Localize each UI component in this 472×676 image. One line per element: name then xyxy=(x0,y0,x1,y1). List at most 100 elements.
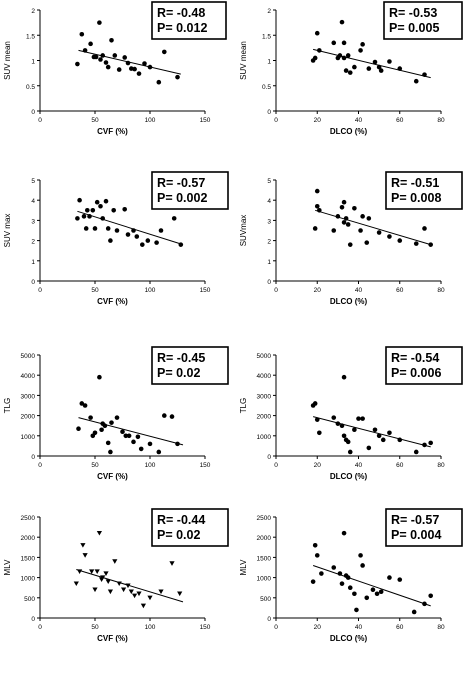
data-point xyxy=(413,241,419,246)
data-point xyxy=(339,423,345,429)
data-point xyxy=(169,561,175,566)
y-axis-label: TLG xyxy=(3,398,12,414)
scatter-panel: 0 500 1000 1500 2000 2500 0 20 40 60 80 DLCO (%) MLV… xyxy=(239,508,463,643)
data-point xyxy=(335,421,341,426)
data-point xyxy=(358,48,363,53)
data-point xyxy=(312,226,318,231)
data-point xyxy=(126,433,132,439)
p-value-label: P= 0.02 xyxy=(157,528,200,542)
data-point xyxy=(89,569,95,574)
data-point xyxy=(360,416,365,421)
data-point xyxy=(372,427,378,433)
data-point xyxy=(343,68,349,73)
x-tick-label: 60 xyxy=(396,117,404,124)
data-point xyxy=(177,591,183,597)
data-point xyxy=(366,66,372,71)
x-tick-label: 50 xyxy=(91,287,99,294)
x-tick-label: 50 xyxy=(91,117,99,124)
stats-box xyxy=(385,346,463,385)
data-point xyxy=(341,433,347,439)
data-point xyxy=(134,234,140,239)
data-point xyxy=(100,575,106,580)
stats-box xyxy=(385,171,463,210)
data-point xyxy=(136,591,142,597)
y-tick-label: 4 xyxy=(31,198,35,205)
r-value-label: R= -0.44 xyxy=(157,513,205,527)
data-point xyxy=(341,55,347,61)
data-point xyxy=(82,403,88,408)
x-tick-label: 40 xyxy=(355,287,363,294)
x-axis-label: CVF (%) xyxy=(97,297,128,306)
data-point xyxy=(102,423,108,429)
y-tick-label: 3000 xyxy=(257,393,272,400)
data-point xyxy=(354,607,359,613)
data-point xyxy=(73,581,79,587)
data-point xyxy=(360,42,365,47)
y-tick-label: 2000 xyxy=(21,535,36,542)
data-point xyxy=(154,240,159,245)
scatter-panel: 0 1000 2000 3000 4000 5000 0 50 100 150 CVF (%) TLG… xyxy=(3,346,229,481)
x-tick-label: 150 xyxy=(200,624,211,631)
x-tick-label: 0 xyxy=(274,117,278,124)
data-point xyxy=(158,228,164,233)
x-tick-label: 20 xyxy=(314,462,322,469)
x-tick-label: 40 xyxy=(355,462,363,469)
data-point xyxy=(114,415,120,420)
data-point xyxy=(96,530,102,536)
y-tick-label: 4 xyxy=(267,198,271,205)
data-point xyxy=(120,429,125,435)
data-point xyxy=(82,553,88,558)
data-point xyxy=(98,57,103,62)
stats-box xyxy=(151,1,227,40)
data-point xyxy=(125,232,131,237)
data-point xyxy=(131,439,136,445)
y-tick-label: 0 xyxy=(31,279,35,286)
data-point xyxy=(87,214,92,219)
x-tick-label: 50 xyxy=(91,624,99,631)
data-point xyxy=(111,208,116,213)
y-tick-label: 0 xyxy=(267,616,271,623)
y-tick-label: 5 xyxy=(31,178,35,185)
data-point xyxy=(162,49,167,55)
x-axis-label: DLCO (%) xyxy=(330,127,368,136)
data-point xyxy=(387,59,392,64)
y-tick-label: 1500 xyxy=(257,555,272,562)
stats-box xyxy=(151,171,229,210)
data-point xyxy=(428,440,433,446)
data-point xyxy=(147,64,153,70)
y-tick-label: 1.5 xyxy=(26,33,35,40)
data-point xyxy=(99,427,104,433)
x-tick-label: 80 xyxy=(437,117,445,124)
data-point xyxy=(77,197,82,203)
trend-line xyxy=(76,569,184,603)
trend-line xyxy=(312,565,431,607)
y-tick-label: 0 xyxy=(31,616,35,623)
data-point xyxy=(339,19,345,25)
trend-line xyxy=(313,48,431,79)
data-point xyxy=(339,204,345,210)
x-tick-label: 0 xyxy=(274,624,278,631)
data-point xyxy=(413,449,419,455)
data-point xyxy=(366,216,372,221)
y-axis-label: SUV max xyxy=(3,214,12,248)
data-point xyxy=(341,220,347,225)
trend-line xyxy=(78,417,184,446)
x-tick-label: 80 xyxy=(437,462,445,469)
data-point xyxy=(92,430,98,436)
data-point xyxy=(92,587,98,593)
data-point xyxy=(121,587,127,593)
data-point xyxy=(98,203,103,209)
y-tick-label: 2 xyxy=(31,239,35,246)
data-point xyxy=(339,581,345,586)
data-point xyxy=(422,601,427,607)
data-point xyxy=(337,53,343,58)
data-point xyxy=(97,374,102,380)
y-tick-label: 1000 xyxy=(257,434,272,441)
data-point xyxy=(128,589,134,595)
data-point xyxy=(156,449,162,455)
data-point xyxy=(358,553,363,558)
y-tick-label: 500 xyxy=(24,596,35,603)
y-tick-label: 2000 xyxy=(257,414,272,421)
data-point xyxy=(122,206,127,212)
